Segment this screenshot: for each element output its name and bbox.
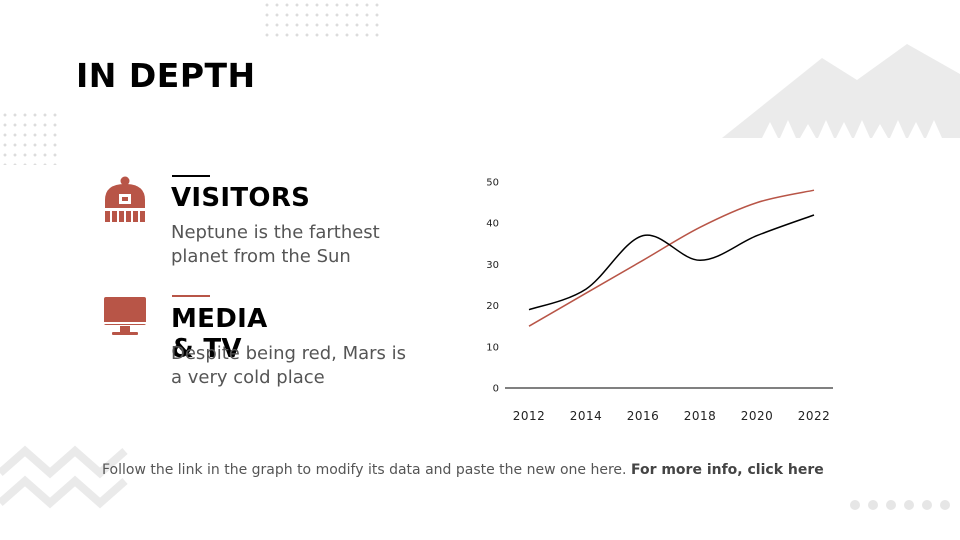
zigzag-decoration xyxy=(0,445,128,509)
footer-dot xyxy=(940,500,950,510)
series-line-series-2 xyxy=(528,189,815,327)
footer-text: Follow the link in the graph to modify i… xyxy=(102,462,627,478)
media-heading: MEDIA & TV xyxy=(171,304,268,364)
more-info-link[interactable]: For more info, click here xyxy=(630,462,824,478)
visitors-heading: VISITORS xyxy=(171,183,311,213)
y-tick-label: 20 xyxy=(486,301,499,312)
series-line-series-1 xyxy=(528,214,815,311)
x-tick-label: 2012 xyxy=(513,409,546,423)
x-tick-label: 2020 xyxy=(741,409,774,423)
winter-hat-icon xyxy=(105,176,145,222)
footer-dot xyxy=(886,500,896,510)
visitors-description: Neptune is the farthest planet from the … xyxy=(171,221,421,269)
monitor-icon xyxy=(104,297,146,335)
x-tick-label: 2016 xyxy=(627,409,660,423)
dot-pattern-top xyxy=(262,0,382,40)
footer-dots xyxy=(850,500,950,510)
footer-dot xyxy=(868,500,878,510)
dot-pattern-left xyxy=(0,110,60,165)
y-tick-label: 0 xyxy=(493,384,499,395)
media-bar xyxy=(172,295,210,297)
media-description-line-1: Despite being red, Mars is xyxy=(171,343,407,364)
y-tick-label: 50 xyxy=(486,178,499,189)
media-description-line-2: a very cold place xyxy=(171,367,325,388)
footer-note: Follow the link in the graph to modify i… xyxy=(102,462,824,478)
footer-dot xyxy=(904,500,914,510)
media-description: Despite being red, Mars is a very cold p… xyxy=(171,342,421,390)
footer-dot xyxy=(922,500,932,510)
page-title: IN DEPTH xyxy=(76,56,256,95)
x-tick-label: 2022 xyxy=(798,409,831,423)
y-tick-label: 10 xyxy=(486,342,499,353)
x-tick-label: 2018 xyxy=(684,409,717,423)
line-chart[interactable]: 0 10 20 30 40 50 2012 2014 2016 2018 2020 2022 xyxy=(470,170,850,435)
y-tick-label: 40 xyxy=(486,219,499,230)
mountain-decoration xyxy=(722,44,960,138)
visitors-description-line-2: planet from the Sun xyxy=(171,246,351,267)
visitors-bar xyxy=(172,175,210,177)
footer-dot xyxy=(850,500,860,510)
x-tick-label: 2014 xyxy=(570,409,603,423)
y-tick-label: 30 xyxy=(486,260,499,271)
visitors-description-line-1: Neptune is the farthest xyxy=(171,222,380,243)
